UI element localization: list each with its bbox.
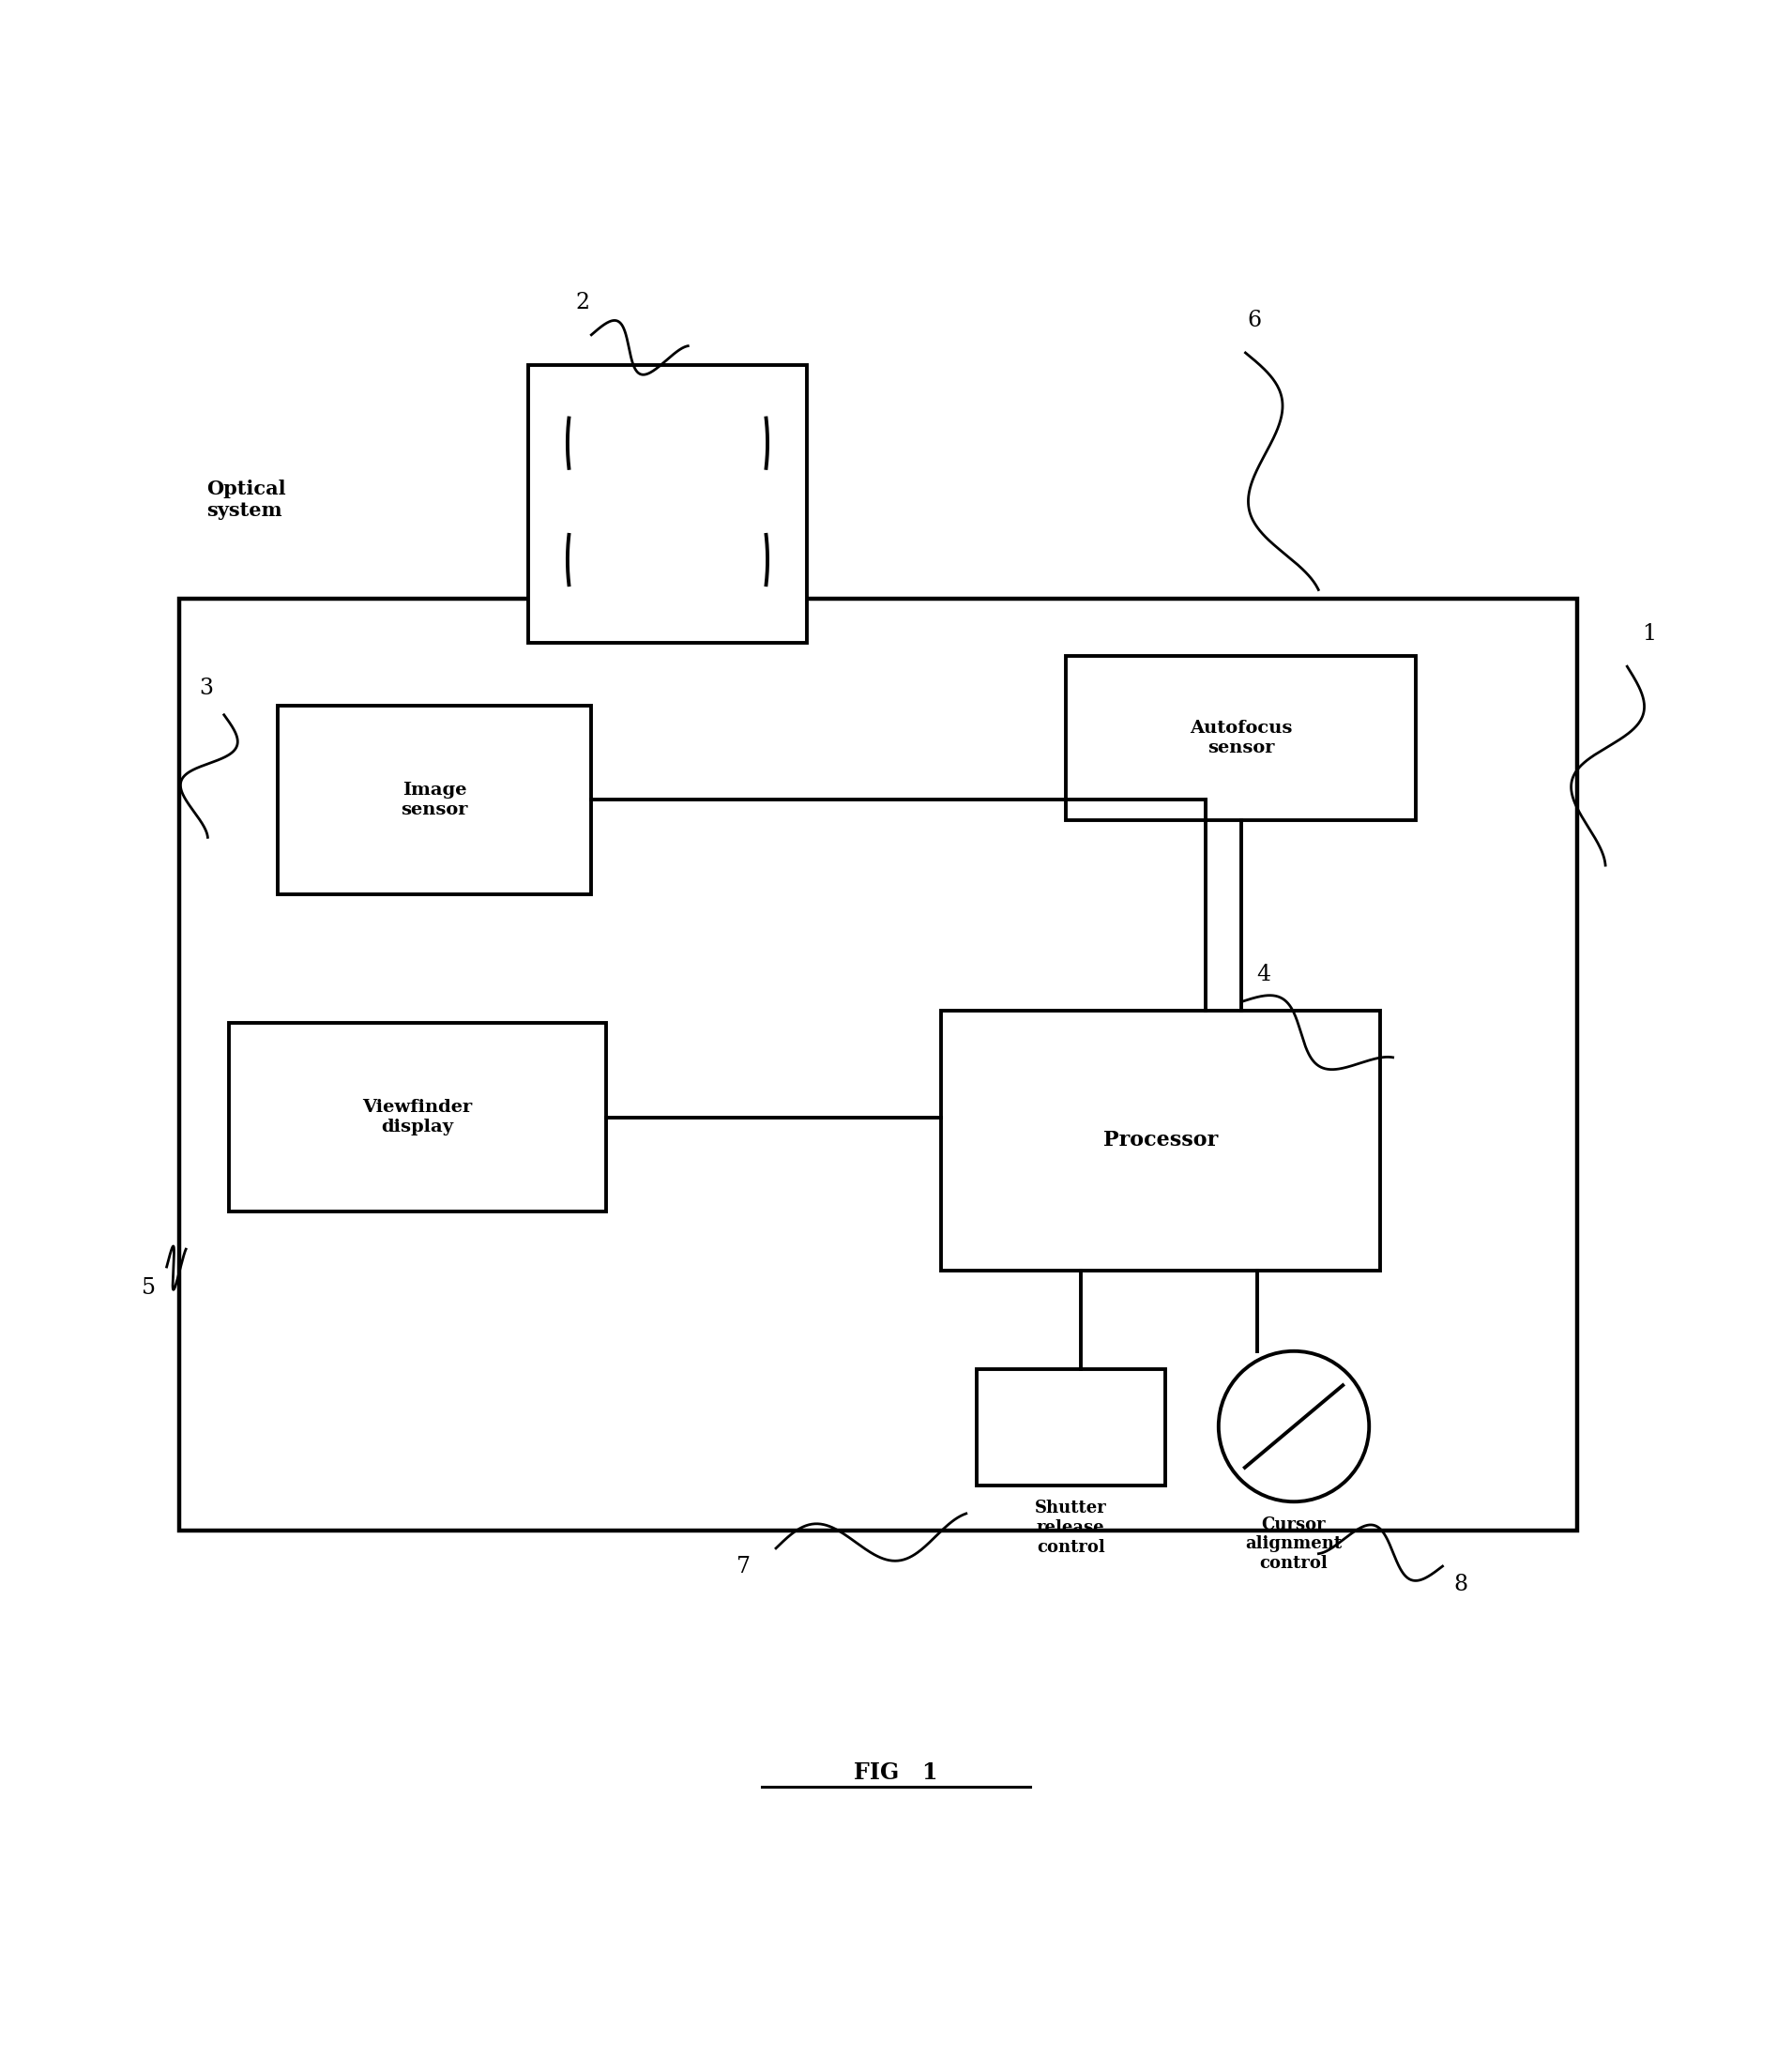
FancyBboxPatch shape	[229, 1022, 606, 1212]
Text: 8: 8	[1453, 1574, 1468, 1594]
Text: Optical
system: Optical system	[206, 479, 285, 520]
FancyBboxPatch shape	[278, 706, 591, 895]
Text: Image
sensor: Image sensor	[401, 782, 468, 819]
Text: Autofocus
sensor: Autofocus sensor	[1190, 720, 1292, 757]
Text: 1: 1	[1641, 623, 1656, 646]
Text: 6: 6	[1247, 311, 1262, 331]
Text: 3: 3	[199, 677, 213, 699]
FancyBboxPatch shape	[977, 1370, 1165, 1485]
Text: 4: 4	[1256, 965, 1271, 985]
Text: Shutter
release
control: Shutter release control	[1034, 1500, 1107, 1555]
FancyBboxPatch shape	[179, 599, 1577, 1530]
FancyBboxPatch shape	[1066, 656, 1416, 821]
Text: Processor: Processor	[1102, 1129, 1219, 1150]
Text: 5: 5	[142, 1277, 156, 1300]
Text: 2: 2	[575, 292, 590, 313]
FancyBboxPatch shape	[529, 366, 806, 644]
FancyBboxPatch shape	[941, 1010, 1380, 1271]
Text: Viewfinder
display: Viewfinder display	[362, 1098, 473, 1135]
Text: 7: 7	[737, 1555, 751, 1578]
Text: Cursor
alignment
control: Cursor alignment control	[1245, 1516, 1342, 1572]
Text: FIG   1: FIG 1	[855, 1761, 937, 1783]
